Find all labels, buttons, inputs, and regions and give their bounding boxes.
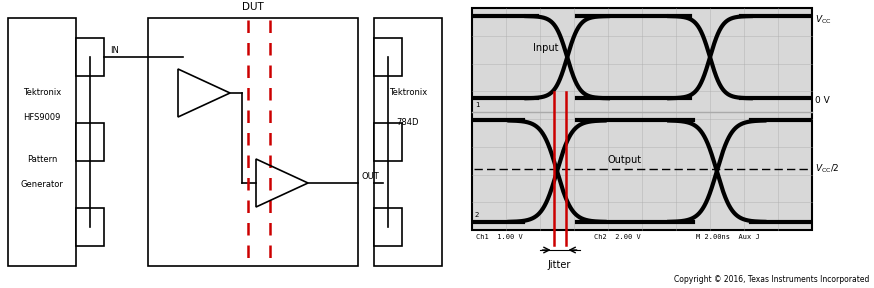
Text: OUT: OUT bbox=[362, 172, 379, 181]
Bar bbox=[374, 18, 442, 266]
Bar bbox=[148, 18, 358, 266]
Text: IN: IN bbox=[110, 46, 119, 55]
Bar bbox=[374, 208, 402, 246]
Text: M 2.00ns  Aux J: M 2.00ns Aux J bbox=[697, 234, 760, 240]
Text: DUT: DUT bbox=[242, 2, 264, 12]
Bar bbox=[472, 8, 812, 230]
Text: Tektronix: Tektronix bbox=[23, 88, 61, 97]
Text: Pattern: Pattern bbox=[27, 155, 57, 164]
Text: HFS9009: HFS9009 bbox=[24, 113, 60, 122]
Text: Generator: Generator bbox=[21, 180, 64, 189]
Text: Ch1  1.00 V: Ch1 1.00 V bbox=[476, 234, 523, 240]
Bar bbox=[76, 208, 104, 246]
Text: Tektronix: Tektronix bbox=[389, 88, 427, 97]
Bar bbox=[374, 38, 402, 76]
Text: Copyright © 2016, Texas Instruments Incorporated: Copyright © 2016, Texas Instruments Inco… bbox=[674, 275, 869, 284]
Text: Input: Input bbox=[533, 43, 558, 53]
Bar bbox=[76, 123, 104, 161]
Bar bbox=[374, 123, 402, 161]
Text: 1: 1 bbox=[475, 102, 480, 108]
Text: Jitter: Jitter bbox=[548, 260, 572, 270]
Text: 2: 2 bbox=[475, 212, 479, 218]
Text: $V_{\mathrm{CC}}/2$: $V_{\mathrm{CC}}/2$ bbox=[815, 163, 840, 175]
Bar bbox=[8, 18, 76, 266]
Text: Output: Output bbox=[608, 155, 642, 165]
Text: 0 V: 0 V bbox=[815, 96, 829, 105]
Text: $V_{\mathrm{CC}}$: $V_{\mathrm{CC}}$ bbox=[815, 14, 832, 26]
Bar bbox=[76, 38, 104, 76]
Text: Ch2  2.00 V: Ch2 2.00 V bbox=[594, 234, 642, 240]
Text: 784D: 784D bbox=[397, 118, 420, 127]
